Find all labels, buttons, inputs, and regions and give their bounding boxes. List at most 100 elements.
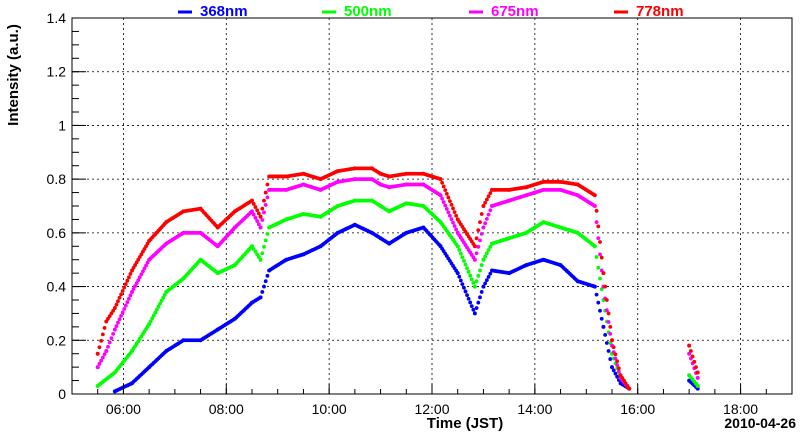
data-point (468, 300, 473, 305)
data-point (102, 352, 107, 357)
data-point (260, 218, 265, 222)
data-point (142, 266, 147, 271)
data-point (440, 196, 445, 201)
data-point (126, 296, 131, 301)
data-point (592, 204, 597, 208)
data-point (150, 316, 155, 321)
data-point (440, 180, 445, 185)
data-point (125, 278, 130, 283)
data-point (608, 324, 613, 329)
data-point (449, 202, 454, 207)
data-point (615, 363, 620, 367)
data-point (117, 317, 122, 322)
data-point (455, 271, 460, 276)
data-point (250, 198, 254, 203)
data-point (594, 220, 599, 225)
y-axis: 0 0.2 0.4 0.6 0.8 1 1.2 1.4 (47, 10, 86, 402)
data-point (144, 263, 148, 268)
data-point (606, 311, 611, 316)
data-point (474, 306, 479, 310)
data-point (263, 203, 268, 207)
x-tick-label: 12:00 (414, 401, 449, 417)
data-point (454, 213, 459, 218)
x-tick-label: 14:00 (517, 401, 552, 417)
legend-label: 368nm (200, 3, 248, 20)
data-point (472, 257, 477, 262)
data-point (472, 284, 477, 289)
data-point (128, 293, 133, 298)
date-label: 2010-04-26 (724, 415, 796, 431)
y-tick-label: 1.4 (47, 10, 67, 26)
y-tick-label: 1.2 (47, 64, 67, 80)
data-point (162, 292, 167, 297)
data-point (488, 208, 493, 213)
data-point (486, 194, 491, 199)
data-point (688, 349, 693, 353)
data-point (469, 277, 474, 282)
y-tick-label: 0.2 (47, 332, 67, 348)
data-point (471, 307, 476, 312)
data-point (109, 336, 114, 341)
data-point (466, 296, 471, 301)
data-point (604, 298, 609, 302)
data-point (488, 191, 493, 196)
data-point (479, 263, 484, 267)
data-point (479, 232, 484, 236)
data-point (258, 214, 263, 219)
data-point (153, 310, 158, 315)
data-point (441, 200, 446, 204)
data-point (472, 311, 477, 316)
data-point (260, 206, 265, 211)
data-point (156, 304, 161, 309)
x-axis-title: Time (JST) (427, 415, 503, 432)
data-point (265, 182, 270, 187)
data-point (613, 371, 618, 376)
data-point (111, 331, 116, 336)
data-point (608, 331, 613, 336)
data-point (486, 248, 491, 252)
data-point (141, 269, 145, 274)
data-point (438, 193, 443, 198)
data-point (483, 254, 488, 259)
data-point (126, 275, 131, 280)
data-point (478, 268, 482, 273)
data-point (608, 357, 613, 361)
data-point (488, 271, 493, 276)
x-tick-label: 10:00 (312, 401, 347, 417)
data-point (695, 383, 700, 388)
data-point (463, 262, 468, 267)
data-point (251, 212, 256, 217)
data-point (262, 210, 266, 215)
data-point (478, 238, 482, 243)
data-point (253, 215, 258, 220)
y-axis-title: Intensity (a.u.) (5, 24, 22, 126)
data-point (258, 257, 263, 262)
data-point (131, 287, 136, 291)
data-point (451, 206, 455, 211)
data-point (468, 273, 473, 278)
data-point (262, 244, 266, 249)
data-point (159, 298, 164, 303)
data-point (465, 293, 469, 298)
data-point (147, 322, 152, 327)
data-point (471, 281, 476, 285)
data-point (446, 195, 451, 200)
data-point (438, 177, 443, 182)
x-tick-label: 06:00 (106, 401, 141, 417)
data-point (481, 225, 486, 230)
data-point (448, 213, 452, 218)
data-point (136, 278, 141, 283)
data-point (441, 184, 446, 189)
data-point (451, 220, 455, 225)
data-point (479, 290, 484, 294)
data-point (255, 208, 260, 213)
data-point (484, 278, 489, 283)
data-point (119, 292, 123, 297)
data-point (102, 326, 107, 330)
data-point (125, 300, 130, 305)
data-point (598, 252, 602, 257)
legend: 368nm 500nm 675nm 778nm (178, 3, 684, 20)
y-tick-label: 0.6 (47, 225, 67, 241)
data-point (112, 306, 117, 311)
